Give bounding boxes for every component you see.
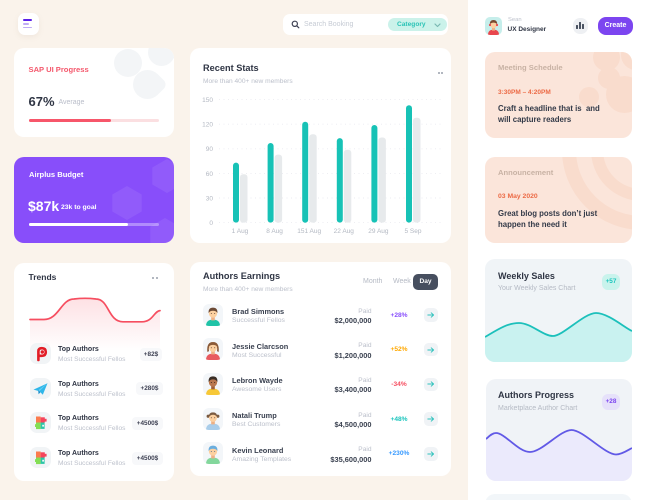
svg-text:151 Aug: 151 Aug [297, 228, 321, 235]
svg-text:1 Aug: 1 Aug [232, 228, 249, 235]
svg-text:29 Aug: 29 Aug [368, 228, 389, 235]
svg-text:22 Aug: 22 Aug [334, 228, 355, 235]
svg-text:60: 60 [206, 171, 214, 178]
svg-text:5 Sep: 5 Sep [405, 228, 422, 235]
svg-text:8 Aug: 8 Aug [266, 228, 283, 235]
svg-text:0: 0 [209, 220, 213, 227]
svg-text:30: 30 [206, 195, 214, 202]
svg-text:90: 90 [206, 146, 214, 153]
svg-text:120: 120 [202, 122, 213, 129]
svg-text:150: 150 [202, 97, 213, 104]
